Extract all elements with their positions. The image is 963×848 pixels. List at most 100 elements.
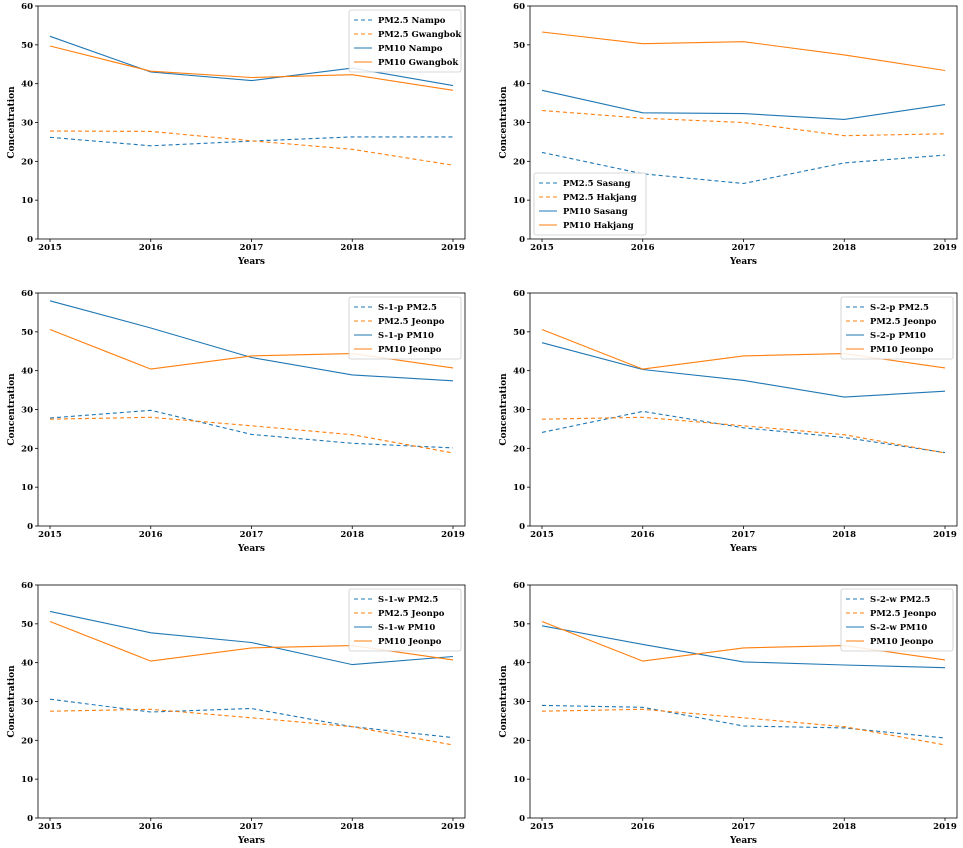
y-tick-label: 10 xyxy=(21,483,33,493)
y-tick-label: 60 xyxy=(21,2,33,12)
x-axis-title: Years xyxy=(729,544,757,554)
y-tick-label: 60 xyxy=(513,581,525,591)
y-tick-label: 40 xyxy=(21,80,33,90)
x-tick-label: 2019 xyxy=(441,822,465,832)
legend-label: PM2.5 Sasang xyxy=(563,179,631,189)
x-tick-label: 2017 xyxy=(240,822,264,832)
legend: S-2-p PM2.5 PM2.5 Jeonpo S-2-p PM10 PM10 Je… xyxy=(840,296,954,360)
y-tick-label: 0 xyxy=(519,522,525,532)
legend-label: PM2.5 Gwangbok xyxy=(378,30,462,40)
y-axis-title: Concentration xyxy=(7,665,17,738)
legend: PM2.5 Sasang PM2.5 Hakjang PM10 Sasang PM10… xyxy=(533,172,647,236)
legend-label: PM2.5 Jeonpo xyxy=(870,317,937,327)
legend-label: S-2-p PM10 xyxy=(870,331,926,341)
series-line-1 xyxy=(541,704,946,739)
y-tick-label: 40 xyxy=(513,367,525,377)
chart-panel-6: 0 10 20 30 40 50 60 2015 2016 2017 2018 2019 Years Co… xyxy=(499,581,958,846)
legend: PM2.5 Nampo PM2.5 Gwangbok PM10 Nampo PM10 … xyxy=(348,9,462,73)
series-line-1 xyxy=(541,151,946,185)
y-tick-label: 20 xyxy=(21,736,33,746)
legend-label: PM2.5 Jeonpo xyxy=(378,317,445,327)
x-tick-label: 2016 xyxy=(139,243,163,253)
legend-label: PM10 Nampo xyxy=(378,44,443,54)
legend-label: PM10 Hakjang xyxy=(563,221,634,231)
legend-box xyxy=(840,588,954,652)
chart-panel-5: 0 10 20 30 40 50 60 2015 2016 2017 2018 2019 Years Co… xyxy=(7,581,466,846)
y-tick-label: 10 xyxy=(21,196,33,206)
y-tick-label: 60 xyxy=(513,289,525,299)
x-axis-title: Years xyxy=(237,836,265,846)
series-line-2 xyxy=(49,708,454,746)
series-line-2 xyxy=(49,416,454,454)
legend-label: PM10 Jeonpo xyxy=(870,637,934,647)
chart-panel-4: 0 10 20 30 40 50 60 2015 2016 2017 2018 2019 Years Co… xyxy=(499,289,958,554)
y-tick-label: 50 xyxy=(513,41,525,51)
y-tick-label: 0 xyxy=(27,235,33,245)
legend-label: PM10 Gwangbok xyxy=(378,58,459,68)
series-line-1 xyxy=(541,410,946,454)
legend-label: PM10 Sasang xyxy=(563,207,628,217)
x-tick-label: 2017 xyxy=(732,243,756,253)
y-tick-label: 30 xyxy=(513,406,525,416)
x-tick-label: 2015 xyxy=(38,822,62,832)
x-tick-label: 2018 xyxy=(340,822,364,832)
x-tick-label: 2017 xyxy=(240,243,264,253)
legend-label: PM10 Jeonpo xyxy=(378,637,442,647)
y-tick-label: 50 xyxy=(21,41,33,51)
y-tick-label: 10 xyxy=(513,483,525,493)
y-tick-label: 0 xyxy=(27,522,33,532)
legend-label: S-1-w PM2.5 xyxy=(378,595,438,605)
legend-box xyxy=(348,296,462,360)
chart-panel-3: 0 10 20 30 40 50 60 2015 2016 2017 2018 2019 Years Co… xyxy=(7,289,466,554)
y-tick-label: 10 xyxy=(513,196,525,206)
series-line-4 xyxy=(49,45,454,91)
legend: S-1-w PM2.5 PM2.5 Jeonpo S-1-w PM10 PM10 Je… xyxy=(348,588,462,652)
x-tick-label: 2015 xyxy=(530,530,554,540)
y-tick-label: 10 xyxy=(513,775,525,785)
y-tick-label: 10 xyxy=(21,775,33,785)
x-tick-label: 2016 xyxy=(631,530,655,540)
y-tick-label: 40 xyxy=(513,659,525,669)
y-tick-label: 20 xyxy=(513,157,525,167)
y-axis-title: Concentration xyxy=(499,373,509,446)
y-tick-label: 30 xyxy=(513,698,525,708)
legend-label: PM2.5 Nampo xyxy=(378,16,446,26)
y-tick-label: 30 xyxy=(21,406,33,416)
y-tick-label: 30 xyxy=(513,119,525,129)
series-line-2 xyxy=(541,109,946,137)
x-tick-label: 2018 xyxy=(832,530,856,540)
series-line-3 xyxy=(541,342,946,398)
legend-label: PM10 Jeonpo xyxy=(378,345,442,355)
y-tick-label: 60 xyxy=(513,2,525,12)
y-tick-label: 20 xyxy=(21,444,33,454)
legend-label: PM2.5 Jeonpo xyxy=(378,609,445,619)
chart-panel-2: 0 10 20 30 40 50 60 2015 2016 2017 2018 2019 Years Co… xyxy=(499,2,958,267)
series-line-1 xyxy=(49,136,453,147)
series-line-3 xyxy=(541,625,946,669)
y-axis-title: Concentration xyxy=(7,373,17,446)
series-line-2 xyxy=(541,708,946,746)
y-tick-label: 60 xyxy=(21,581,33,591)
legend-label: PM10 Jeonpo xyxy=(870,345,934,355)
y-tick-label: 20 xyxy=(513,736,525,746)
y-tick-label: 60 xyxy=(21,289,33,299)
x-tick-label: 2015 xyxy=(530,243,554,253)
x-tick-label: 2016 xyxy=(139,822,163,832)
y-axis-title: Concentration xyxy=(7,86,17,159)
x-tick-label: 2019 xyxy=(933,530,957,540)
series-line-2 xyxy=(49,130,454,166)
y-tick-label: 20 xyxy=(21,157,33,167)
x-tick-label: 2018 xyxy=(340,530,364,540)
y-tick-label: 40 xyxy=(21,367,33,377)
x-axis-title: Years xyxy=(237,257,265,267)
x-tick-label: 2016 xyxy=(139,530,163,540)
series-line-3 xyxy=(49,610,454,666)
series-line-4 xyxy=(541,31,946,72)
legend: S-1-p PM2.5 PM2.5 Jeonpo S-1-p PM10 PM10 Je… xyxy=(348,296,462,360)
series-line-3 xyxy=(49,35,454,87)
legend-box xyxy=(348,9,462,73)
y-tick-label: 0 xyxy=(519,235,525,245)
legend-label: S-2-p PM2.5 xyxy=(870,303,929,313)
y-tick-label: 40 xyxy=(513,80,525,90)
